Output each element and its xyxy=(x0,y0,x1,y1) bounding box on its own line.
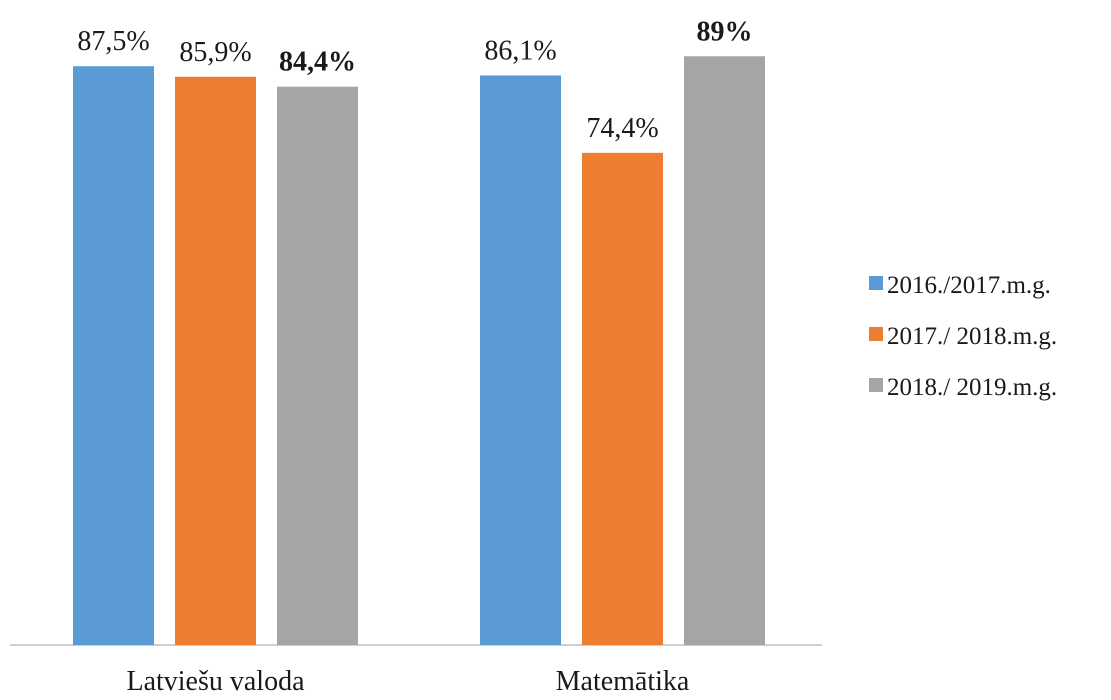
legend-swatch-2 xyxy=(869,327,883,341)
legend-swatch-3 xyxy=(869,378,883,392)
legend-label-2: 2017./ 2018.m.g. xyxy=(887,323,1057,350)
bar-1-2 xyxy=(175,76,256,646)
bar-1-3 xyxy=(277,86,358,646)
bar-1-1 xyxy=(73,66,154,645)
bar-2-2 xyxy=(582,152,663,645)
data-label-1-1: 87,5% xyxy=(77,26,149,57)
data-label-1-3: 84,4% xyxy=(279,47,356,78)
legend: 2016./2017.m.g. 2017./ 2018.m.g. 2018./ 20… xyxy=(869,272,1057,401)
legend-swatch-1 xyxy=(869,276,883,290)
legend-label-3: 2018./ 2019.m.g. xyxy=(887,374,1057,401)
category-label-1: Latviešu valoda xyxy=(126,666,305,695)
category-label-2: Matemātika xyxy=(556,666,690,695)
bar-2-3 xyxy=(684,56,765,645)
legend-label-1: 2016./2017.m.g. xyxy=(887,272,1051,299)
bars-layer xyxy=(73,56,765,646)
labels-layer: 87,5% 85,9% 84,4% Latviešu valoda 86,1% 74,4%… xyxy=(77,16,753,697)
data-label-2-2: 74,4% xyxy=(586,113,658,144)
data-label-2-1: 86,1% xyxy=(484,35,556,66)
bar-2-1 xyxy=(480,75,561,646)
data-label-2-3: 89% xyxy=(697,16,753,47)
data-label-1-2: 85,9% xyxy=(179,37,251,68)
